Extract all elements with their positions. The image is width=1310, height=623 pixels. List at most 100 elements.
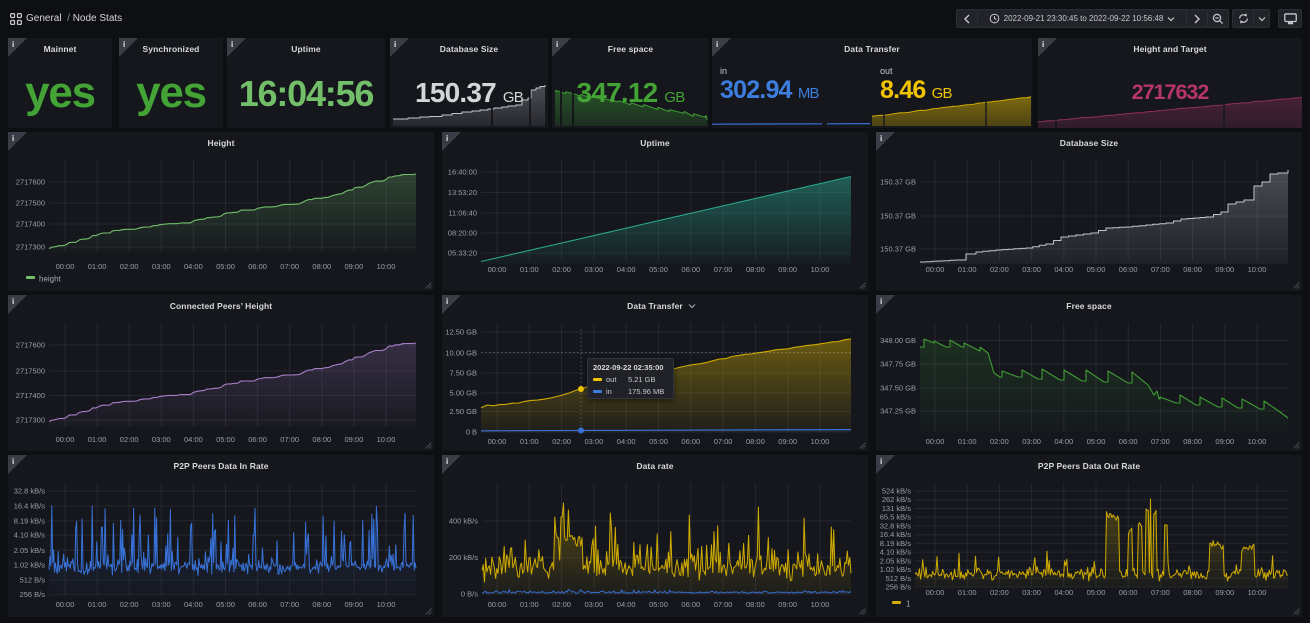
svg-text:01:00: 01:00: [520, 600, 539, 609]
svg-text:2717600: 2717600: [16, 341, 45, 350]
svg-text:09:00: 09:00: [778, 265, 797, 274]
svg-text:07:00: 07:00: [280, 435, 299, 444]
svg-text:03:00: 03:00: [1022, 265, 1041, 274]
svg-text:06:00: 06:00: [1119, 265, 1138, 274]
svg-text:4.10 kB/s: 4.10 kB/s: [14, 531, 46, 540]
svg-text:13:53:20: 13:53:20: [448, 188, 477, 197]
svg-text:348.00 GB: 348.00 GB: [880, 336, 916, 345]
svg-text:16.4 kB/s: 16.4 kB/s: [880, 530, 912, 539]
svg-text:0 B: 0 B: [466, 428, 477, 437]
svg-text:10:00: 10:00: [1248, 265, 1267, 274]
svg-text:02:00: 02:00: [120, 262, 139, 271]
svg-text:height: height: [39, 275, 62, 284]
svg-text:08:00: 08:00: [1183, 265, 1202, 274]
svg-text:02:00: 02:00: [552, 265, 571, 274]
svg-text:i: i: [446, 457, 448, 466]
svg-text:03:00: 03:00: [152, 262, 171, 271]
svg-text:i: i: [394, 40, 396, 49]
svg-text:150.37 GB: 150.37 GB: [880, 245, 916, 254]
svg-text:02:00: 02:00: [120, 600, 139, 609]
svg-text:347.50 GB: 347.50 GB: [880, 384, 916, 393]
svg-text:07:00: 07:00: [280, 262, 299, 271]
svg-text:09:00: 09:00: [1215, 588, 1234, 597]
svg-text:00:00: 00:00: [488, 437, 507, 446]
svg-text:04:00: 04:00: [184, 262, 203, 271]
svg-text:02:00: 02:00: [120, 435, 139, 444]
svg-text:08:00: 08:00: [746, 437, 765, 446]
svg-text:05:00: 05:00: [1087, 588, 1106, 597]
svg-text:09:00: 09:00: [778, 437, 797, 446]
svg-text:2717600: 2717600: [16, 178, 45, 187]
svg-text:32.8 kB/s: 32.8 kB/s: [14, 487, 46, 496]
svg-text:400 kB/s: 400 kB/s: [449, 517, 478, 526]
svg-text:i: i: [123, 40, 125, 49]
svg-text:65.5 kB/s: 65.5 kB/s: [880, 513, 912, 522]
svg-text:00:00: 00:00: [926, 265, 945, 274]
svg-text:01:00: 01:00: [88, 435, 107, 444]
svg-text:150.37 GB: 150.37 GB: [880, 212, 916, 221]
svg-text:1.02 kB/s: 1.02 kB/s: [880, 565, 912, 574]
svg-text:07:00: 07:00: [280, 600, 299, 609]
svg-text:07:00: 07:00: [714, 265, 733, 274]
svg-text:10:00: 10:00: [811, 265, 830, 274]
svg-text:05:00: 05:00: [216, 262, 235, 271]
svg-text:01:00: 01:00: [520, 437, 539, 446]
svg-text:09:00: 09:00: [778, 600, 797, 609]
svg-text:150.37 GB: 150.37 GB: [880, 178, 916, 187]
svg-text:00:00: 00:00: [56, 600, 75, 609]
svg-text:2.50 GB: 2.50 GB: [449, 407, 477, 416]
svg-text:04:00: 04:00: [184, 435, 203, 444]
svg-text:03:00: 03:00: [585, 600, 604, 609]
svg-text:2717400: 2717400: [16, 391, 45, 400]
svg-text:8.19 kB/s: 8.19 kB/s: [880, 539, 912, 548]
svg-text:05:00: 05:00: [649, 265, 668, 274]
svg-text:10:00: 10:00: [1248, 588, 1267, 597]
svg-text:04:00: 04:00: [1054, 437, 1073, 446]
svg-text:8.19 kB/s: 8.19 kB/s: [14, 516, 46, 525]
svg-text:04:00: 04:00: [617, 600, 636, 609]
svg-text:05:00: 05:00: [1087, 265, 1106, 274]
svg-text:02:00: 02:00: [552, 600, 571, 609]
svg-text:09:00: 09:00: [1215, 437, 1234, 446]
svg-text:00:00: 00:00: [56, 435, 75, 444]
svg-text:347.75 GB: 347.75 GB: [880, 360, 916, 369]
svg-text:01:00: 01:00: [958, 588, 977, 597]
svg-text:07:00: 07:00: [714, 600, 733, 609]
svg-text:03:00: 03:00: [1022, 588, 1041, 597]
svg-text:08:00: 08:00: [746, 265, 765, 274]
svg-text:02:00: 02:00: [990, 437, 1009, 446]
svg-text:i: i: [716, 40, 718, 49]
svg-text:200 kB/s: 200 kB/s: [449, 553, 478, 562]
svg-text:04:00: 04:00: [1054, 265, 1073, 274]
svg-text:16:40:00: 16:40:00: [448, 168, 477, 177]
svg-text:256 B/s: 256 B/s: [886, 583, 912, 592]
svg-text:4.10 kB/s: 4.10 kB/s: [880, 548, 912, 557]
svg-text:06:00: 06:00: [248, 262, 267, 271]
svg-text:10:00: 10:00: [811, 600, 830, 609]
svg-text:00:00: 00:00: [488, 265, 507, 274]
svg-text:03:00: 03:00: [585, 437, 604, 446]
svg-text:08:20:00: 08:20:00: [448, 229, 477, 238]
svg-text:01:00: 01:00: [958, 265, 977, 274]
svg-text:06:00: 06:00: [248, 600, 267, 609]
svg-text:03:00: 03:00: [152, 600, 171, 609]
svg-text:09:00: 09:00: [1215, 265, 1234, 274]
svg-text:03:00: 03:00: [1022, 437, 1041, 446]
svg-text:00:00: 00:00: [926, 437, 945, 446]
svg-text:05:00: 05:00: [216, 435, 235, 444]
svg-text:1.02 kB/s: 1.02 kB/s: [14, 561, 46, 570]
svg-text:10:00: 10:00: [377, 600, 396, 609]
svg-text:05:33:20: 05:33:20: [448, 249, 477, 258]
svg-text:07:00: 07:00: [714, 437, 733, 446]
svg-text:2717500: 2717500: [16, 199, 45, 208]
svg-text:04:00: 04:00: [617, 437, 636, 446]
svg-text:05:00: 05:00: [1087, 437, 1106, 446]
svg-text:09:00: 09:00: [345, 435, 364, 444]
svg-text:i: i: [556, 40, 558, 49]
svg-text:7.50 GB: 7.50 GB: [449, 369, 477, 378]
svg-text:01:00: 01:00: [520, 265, 539, 274]
svg-text:i: i: [12, 134, 14, 143]
svg-text:05:00: 05:00: [649, 600, 668, 609]
svg-text:07:00: 07:00: [1151, 437, 1170, 446]
svg-text:16.4 kB/s: 16.4 kB/s: [14, 502, 46, 511]
